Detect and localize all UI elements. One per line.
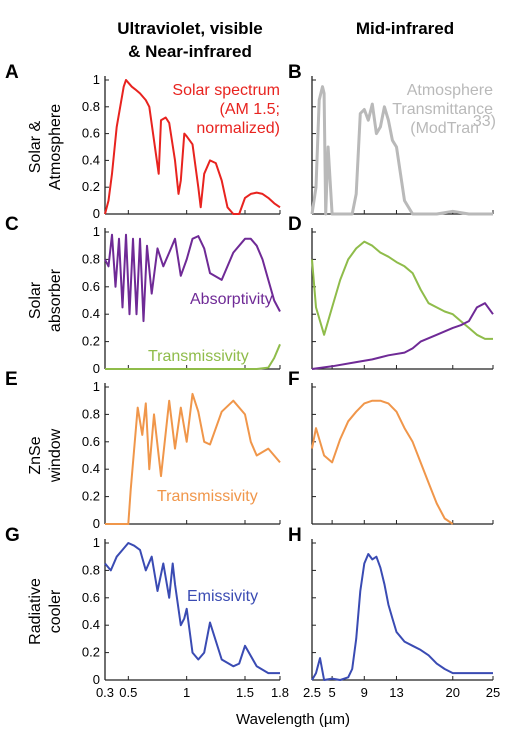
x-tick-label-g: 1	[183, 685, 190, 700]
series-line-c-1	[105, 343, 281, 370]
row-label-a-line1: Solar &	[27, 120, 44, 173]
y-tick-label-c: 0.4	[82, 306, 100, 321]
series-line-b-0	[310, 85, 493, 216]
panel-label-a: A	[5, 62, 19, 83]
y-tick-label-g: 0.4	[82, 617, 100, 632]
y-tick-label-c: 0.6	[82, 279, 100, 294]
x-tick-label-g: 0.5	[119, 685, 137, 700]
series-line-f-0	[311, 399, 454, 525]
y-tick-label-a: 0	[93, 206, 100, 221]
y-tick-label-e: 0	[93, 516, 100, 531]
x-axis-label: Wavelength (µm)	[236, 711, 350, 728]
column-title-left-line1: Ultraviolet, visible	[117, 19, 263, 38]
x-tick-label-h: 20	[446, 685, 460, 700]
x-tick-label-h: 9	[361, 685, 368, 700]
series-line-g-0	[104, 542, 280, 675]
panel-label-e: E	[5, 369, 18, 390]
y-tick-label-c: 0	[93, 361, 100, 376]
y-tick-label-c: 0.8	[82, 251, 100, 266]
y-tick-label-e: 0.2	[82, 489, 100, 504]
y-tick-label-g: 1	[93, 535, 100, 550]
series-line-a-0	[104, 79, 281, 215]
row-label-g-line2: cooler	[47, 589, 64, 633]
y-tick-label-a: 0.6	[82, 126, 100, 141]
annotation-a-2: normalized)	[196, 120, 280, 137]
annotation-g-emissivity: Emissivity	[187, 588, 258, 605]
y-tick-label-c: 0.2	[82, 334, 100, 349]
annotation-a-1: (AM 1.5;	[220, 101, 280, 118]
y-tick-label-e: 0.8	[82, 406, 100, 421]
y-tick-label-e: 0.6	[82, 434, 100, 449]
column-title-right: Mid-infrared	[356, 19, 454, 38]
x-tick-label-h: 5	[328, 685, 335, 700]
annotation-c-absorptivity: Absorptivity	[190, 291, 273, 308]
x-tick-label-h: 25	[486, 685, 500, 700]
y-tick-label-g: 0	[93, 672, 100, 687]
x-tick-label-g: 0.3	[96, 685, 114, 700]
series-line-d-1	[311, 302, 494, 370]
y-tick-label-a: 0.2	[82, 179, 100, 194]
y-tick-label-a: 0.4	[82, 152, 100, 167]
column-title-left-line2: & Near-infrared	[128, 42, 252, 61]
panel-label-b: B	[288, 62, 302, 83]
y-tick-label-a: 1	[93, 72, 100, 87]
annotation-e-transmissivity: Transmissivity	[157, 488, 258, 505]
x-tick-label-g: 1.5	[236, 685, 254, 700]
y-tick-label-e: 0.4	[82, 461, 100, 476]
annotation-b-2: (ModTran	[410, 120, 479, 137]
y-tick-label-a: 0.8	[82, 99, 100, 114]
annotation-b-sup: 33)	[473, 113, 496, 130]
y-tick-label-g: 0.8	[82, 562, 100, 577]
series-line-e-0	[105, 392, 281, 525]
row-label-g-line1: Radiative	[27, 578, 44, 645]
row-label-e-line2: window	[47, 428, 64, 483]
x-tick-label-h: 13	[389, 685, 403, 700]
series-line-c-0	[104, 233, 281, 323]
y-tick-label-c: 1	[93, 224, 100, 239]
row-label-e-line1: ZnSe	[27, 436, 44, 474]
row-label-c-line2: absorber	[47, 268, 64, 332]
panel-label-h: H	[288, 525, 302, 546]
y-tick-label-g: 0.6	[82, 590, 100, 605]
y-tick-label-g: 0.2	[82, 645, 100, 660]
series-line-h-0	[311, 553, 493, 681]
panel-label-f: F	[288, 369, 300, 390]
panel-label-g: G	[5, 525, 20, 546]
panel-label-c: C	[5, 214, 19, 235]
row-label-c-line1: Solar	[27, 281, 44, 319]
y-tick-label-e: 1	[93, 379, 100, 394]
x-tick-label-g: 1.8	[271, 685, 289, 700]
annotation-b-1: Transmittance	[392, 101, 493, 118]
series-line-d-0	[311, 240, 493, 340]
row-label-a-line2: Atmosphere	[47, 104, 64, 190]
annotation-a-0: Solar spectrum	[172, 82, 280, 99]
annotation-b-0: Atmosphere	[407, 82, 493, 99]
x-tick-label-h: 2.5	[303, 685, 321, 700]
annotation-c-transmissivity: Transmissivity	[148, 348, 249, 365]
panel-label-d: D	[288, 214, 302, 235]
